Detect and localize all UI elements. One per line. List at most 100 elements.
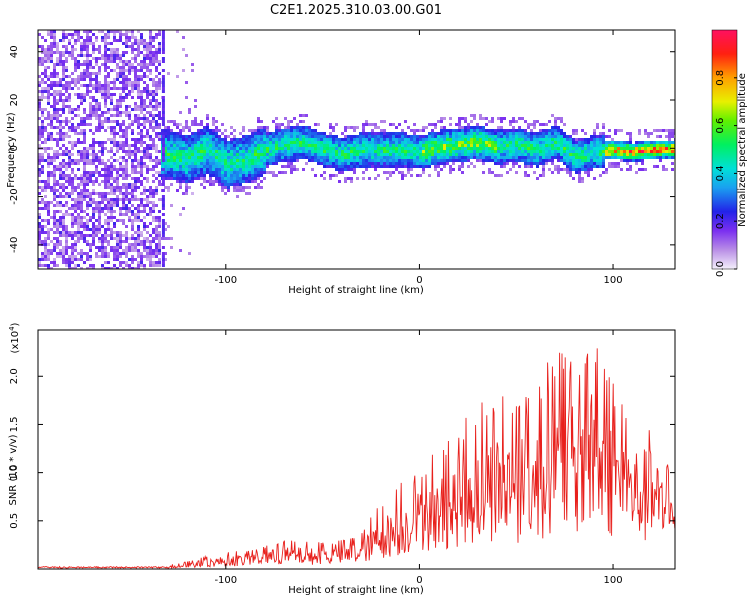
heatmap-cell	[65, 234, 68, 237]
heatmap-cell	[164, 159, 167, 162]
heatmap-cell	[227, 186, 230, 189]
heatmap-cell	[77, 207, 80, 210]
heatmap-cell	[143, 120, 146, 123]
heatmap-cell	[113, 159, 116, 162]
heatmap-cell	[329, 141, 332, 144]
heatmap-cell	[143, 198, 146, 201]
heatmap-cell	[152, 264, 155, 267]
heatmap-cell	[140, 78, 143, 81]
heatmap-cell	[533, 171, 536, 174]
heatmap-cell	[497, 159, 500, 162]
heatmap-cell	[116, 267, 119, 269]
heatmap-cell	[104, 75, 107, 78]
heatmap-cell	[617, 156, 620, 159]
heatmap-cell	[65, 237, 68, 240]
heatmap-cell	[236, 177, 239, 180]
heatmap-cell	[554, 120, 557, 123]
heatmap-cell	[131, 84, 134, 87]
heatmap-cell	[524, 132, 527, 135]
heatmap-cell	[155, 84, 158, 87]
heatmap-cell	[191, 156, 194, 159]
heatmap-cell	[269, 132, 272, 135]
heatmap-cell	[410, 174, 413, 177]
heatmap-cell	[152, 96, 155, 99]
heatmap-cell	[170, 171, 173, 174]
heatmap-cell	[143, 222, 146, 225]
heatmap-cell	[113, 105, 116, 108]
heatmap-cell	[278, 135, 281, 138]
heatmap-cell	[125, 165, 128, 168]
heatmap-cell	[503, 129, 506, 132]
heatmap-cell	[644, 168, 647, 171]
heatmap-cell	[65, 231, 68, 234]
heatmap-cell	[314, 156, 317, 159]
x-tick-label: 0	[416, 575, 422, 586]
heatmap-cell	[152, 228, 155, 231]
heatmap-cell	[143, 63, 146, 66]
heatmap-cell	[575, 156, 578, 159]
heatmap-cell	[107, 171, 110, 174]
heatmap-cell	[107, 150, 110, 153]
heatmap-cell	[215, 162, 218, 165]
heatmap-cell	[146, 63, 149, 66]
heatmap-cell	[449, 159, 452, 162]
heatmap-cell	[416, 138, 419, 141]
heatmap-cell	[575, 168, 578, 171]
heatmap-cell	[290, 159, 293, 162]
heatmap-cell	[440, 147, 443, 150]
heatmap-cell	[161, 231, 165, 234]
heatmap-cell	[482, 126, 485, 129]
heatmap-cell	[107, 216, 110, 219]
heatmap-cell	[155, 204, 158, 207]
heatmap-cell	[155, 162, 158, 165]
heatmap-cell	[185, 81, 188, 84]
heatmap-cell	[209, 144, 212, 147]
heatmap-cell	[338, 141, 341, 144]
heatmap-cell	[413, 132, 416, 135]
heatmap-cell	[170, 165, 173, 168]
heatmap-cell	[422, 138, 425, 141]
heatmap-cell	[143, 54, 146, 57]
heatmap-cell	[59, 54, 62, 57]
heatmap-cell	[80, 96, 83, 99]
heatmap-cell	[86, 156, 89, 159]
heatmap-cell	[86, 252, 89, 255]
heatmap-cell	[155, 159, 158, 162]
heatmap-cell	[125, 78, 128, 81]
heatmap-cell	[149, 135, 152, 138]
heatmap-cell	[569, 171, 572, 174]
heatmap-cell	[137, 105, 140, 108]
heatmap-cell	[308, 156, 311, 159]
heatmap-cell	[83, 210, 86, 213]
heatmap-cell	[71, 48, 74, 51]
heatmap-cell	[287, 147, 290, 150]
heatmap-cell	[116, 237, 119, 240]
heatmap-cell	[161, 36, 165, 39]
heatmap-cell	[155, 93, 158, 96]
heatmap-cell	[263, 150, 266, 153]
heatmap-cell	[473, 132, 476, 135]
heatmap-cell	[62, 75, 65, 78]
heatmap-cell	[551, 153, 554, 156]
heatmap-cell	[368, 177, 371, 180]
heatmap-cell	[344, 168, 347, 171]
heatmap-cell	[227, 162, 230, 165]
heatmap-cell	[374, 168, 377, 171]
heatmap-cell	[194, 99, 197, 102]
heatmap-cell	[68, 105, 71, 108]
heatmap-cell	[362, 138, 365, 141]
heatmap-cell	[113, 138, 116, 141]
heatmap-cell	[605, 153, 608, 156]
heatmap-cell	[59, 252, 62, 255]
heatmap-cell	[53, 180, 56, 183]
heatmap-cell	[110, 231, 113, 234]
heatmap-cell	[59, 195, 62, 198]
heatmap-cell	[74, 66, 77, 69]
heatmap-cell	[257, 171, 260, 174]
heatmap-cell	[359, 135, 362, 138]
heatmap-cell	[152, 129, 155, 132]
heatmap-cell	[50, 186, 53, 189]
heatmap-cell	[467, 138, 470, 141]
heatmap-cell	[596, 126, 599, 129]
heatmap-cell	[137, 90, 140, 93]
